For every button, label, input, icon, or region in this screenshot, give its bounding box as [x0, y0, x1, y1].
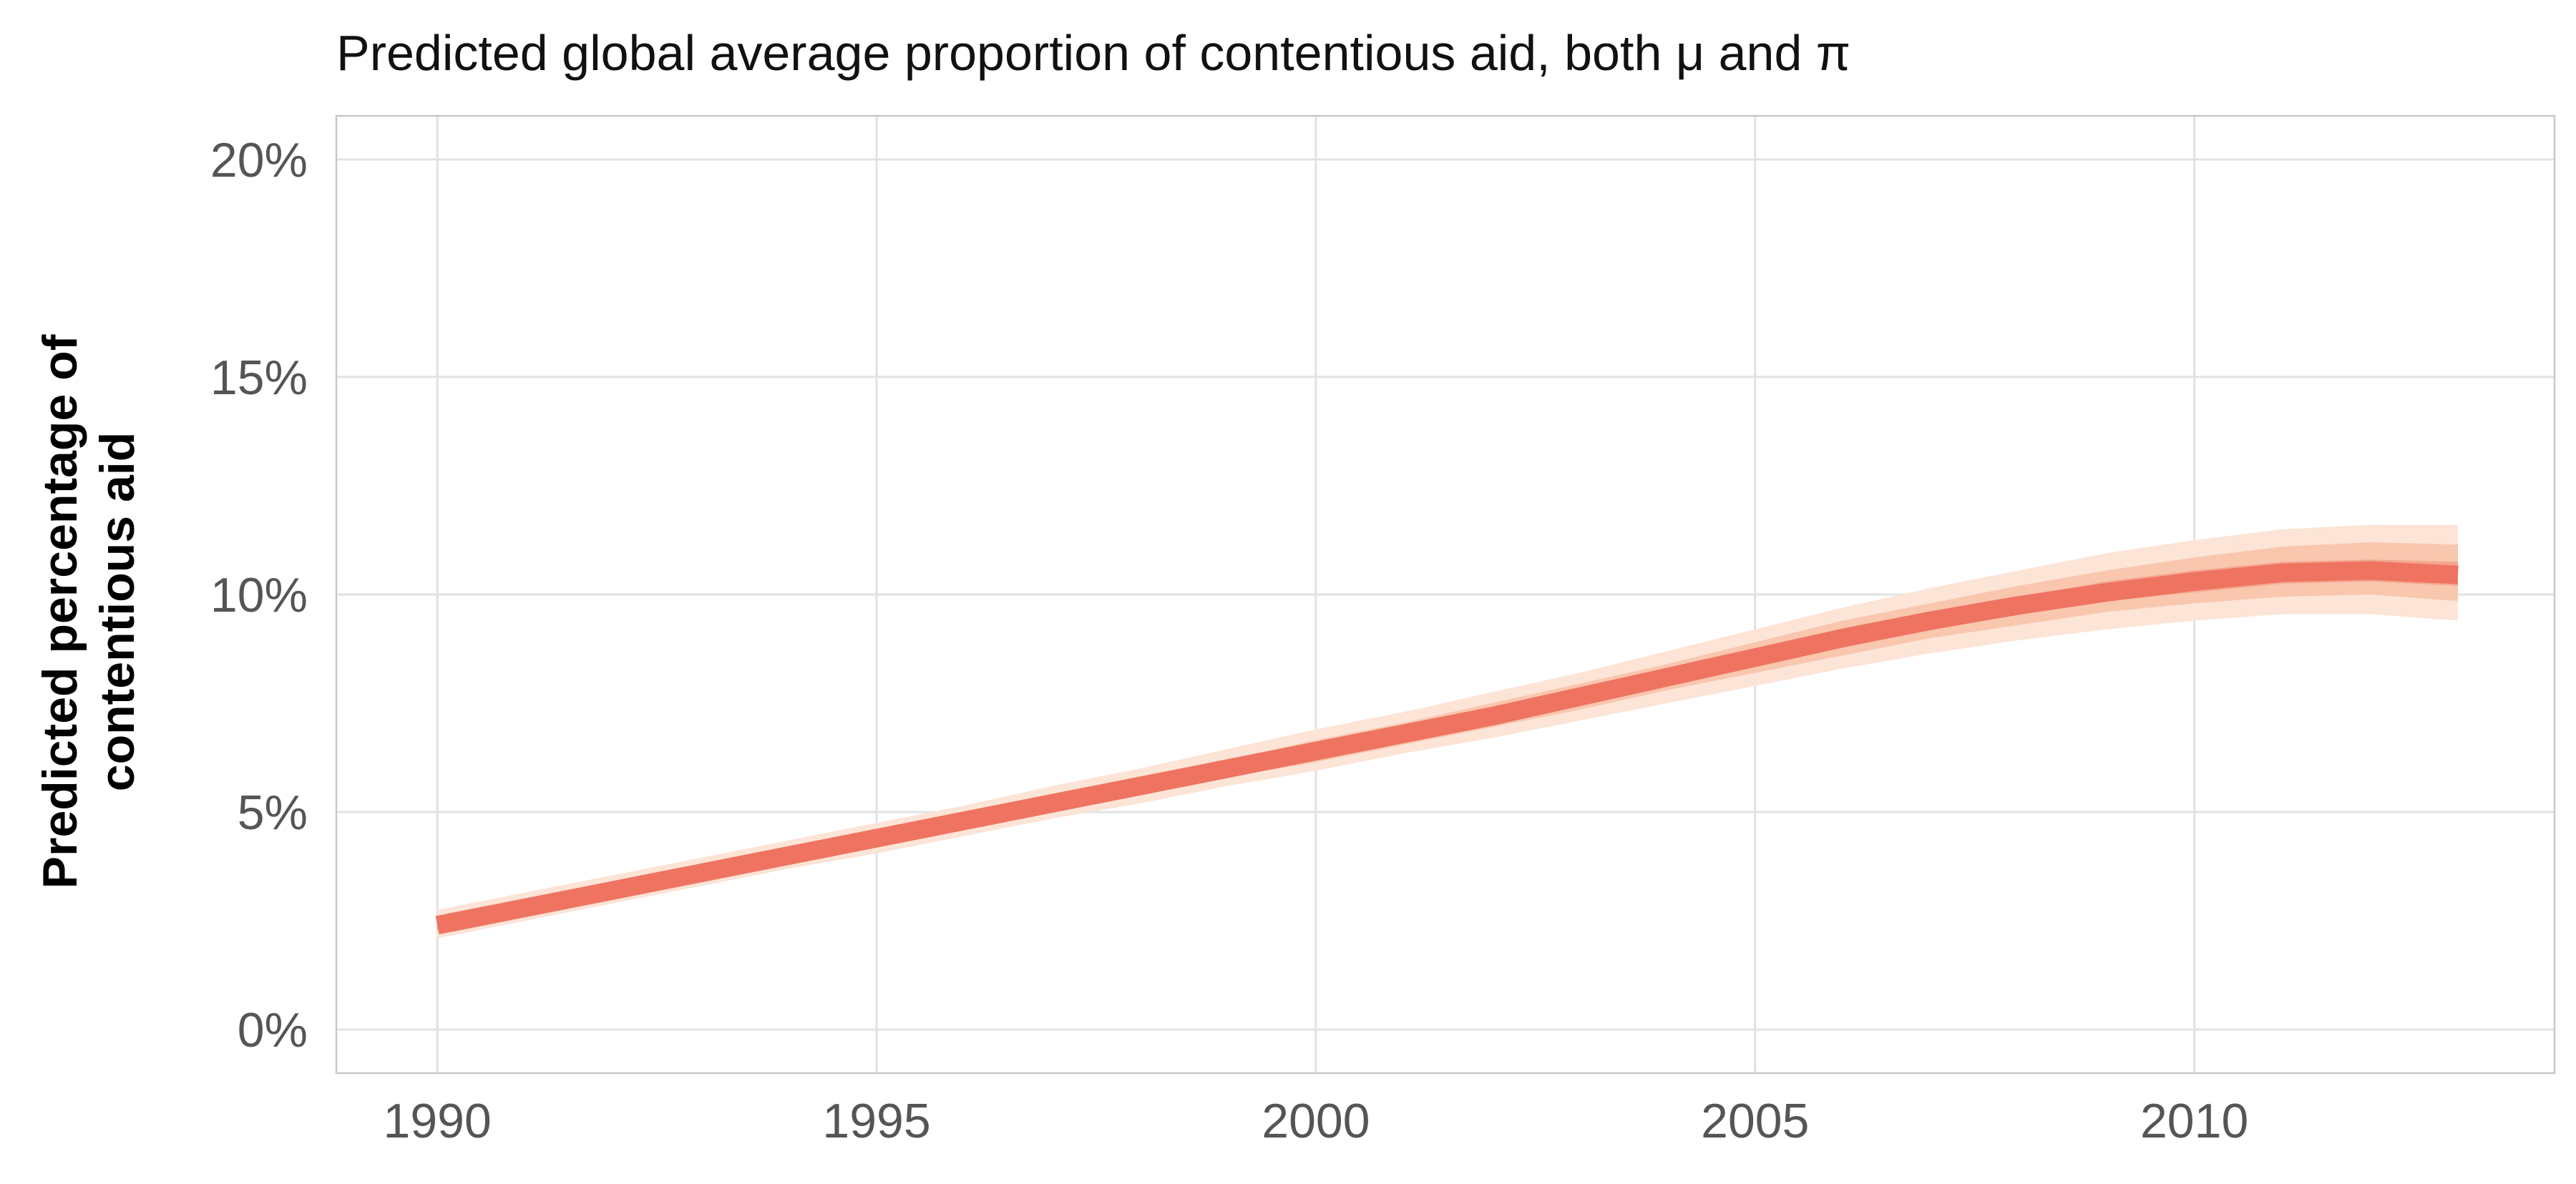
y-axis-label-line-1: Predicted percentage of — [33, 334, 87, 889]
x-tick-label-0: 1990 — [384, 1094, 492, 1148]
y-tick-label-3: 15% — [210, 351, 308, 405]
y-tick-label-2: 10% — [210, 568, 308, 622]
y-axis-label: Predicted percentage of contentious aid — [33, 334, 145, 889]
x-tick-label-3: 2005 — [1701, 1094, 1809, 1148]
axis-tick-labels: 0% 5% 10% 15% 20% 1990 1995 2000 2005 2010 — [210, 133, 2248, 1148]
panel-border-layer — [335, 114, 2556, 1075]
median-line — [435, 561, 2459, 934]
y-tick-label-4: 20% — [210, 133, 308, 187]
chart-title: Predicted global average proportion of c… — [336, 25, 1850, 81]
y-axis-label-line-2: contentious aid — [90, 432, 145, 791]
x-tick-label-4: 2010 — [2140, 1094, 2248, 1148]
y-tick-label-1: 5% — [238, 786, 308, 840]
gridlines — [336, 116, 2555, 1073]
median-line-layer — [435, 561, 2459, 934]
y-tick-label-0: 0% — [238, 1003, 308, 1057]
panel-border — [335, 114, 2556, 1075]
x-tick-label-2: 2000 — [1262, 1094, 1370, 1148]
x-tick-label-1: 1995 — [822, 1094, 930, 1148]
